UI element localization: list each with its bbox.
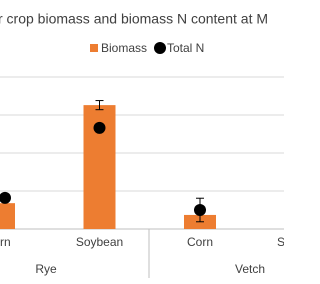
legend-label: Biomass xyxy=(101,41,147,55)
group-label: Vetch xyxy=(235,262,265,276)
chart-title: r crop biomass and biomass N content at … xyxy=(0,11,268,27)
legend-label: Total N xyxy=(167,41,204,55)
legend-swatch xyxy=(154,42,166,54)
bar xyxy=(0,203,15,229)
dot xyxy=(93,121,106,134)
x-tick-label: rn xyxy=(0,235,11,249)
dot xyxy=(194,204,206,216)
chart: r crop biomass and biomass N content at … xyxy=(0,11,284,278)
legend-swatch xyxy=(90,44,98,52)
group-label: Rye xyxy=(35,262,57,276)
x-tick-label: Soybean xyxy=(76,235,123,249)
x-tick-label: Corn xyxy=(187,235,213,249)
dot xyxy=(0,191,11,204)
x-tick-label: S xyxy=(277,235,284,249)
